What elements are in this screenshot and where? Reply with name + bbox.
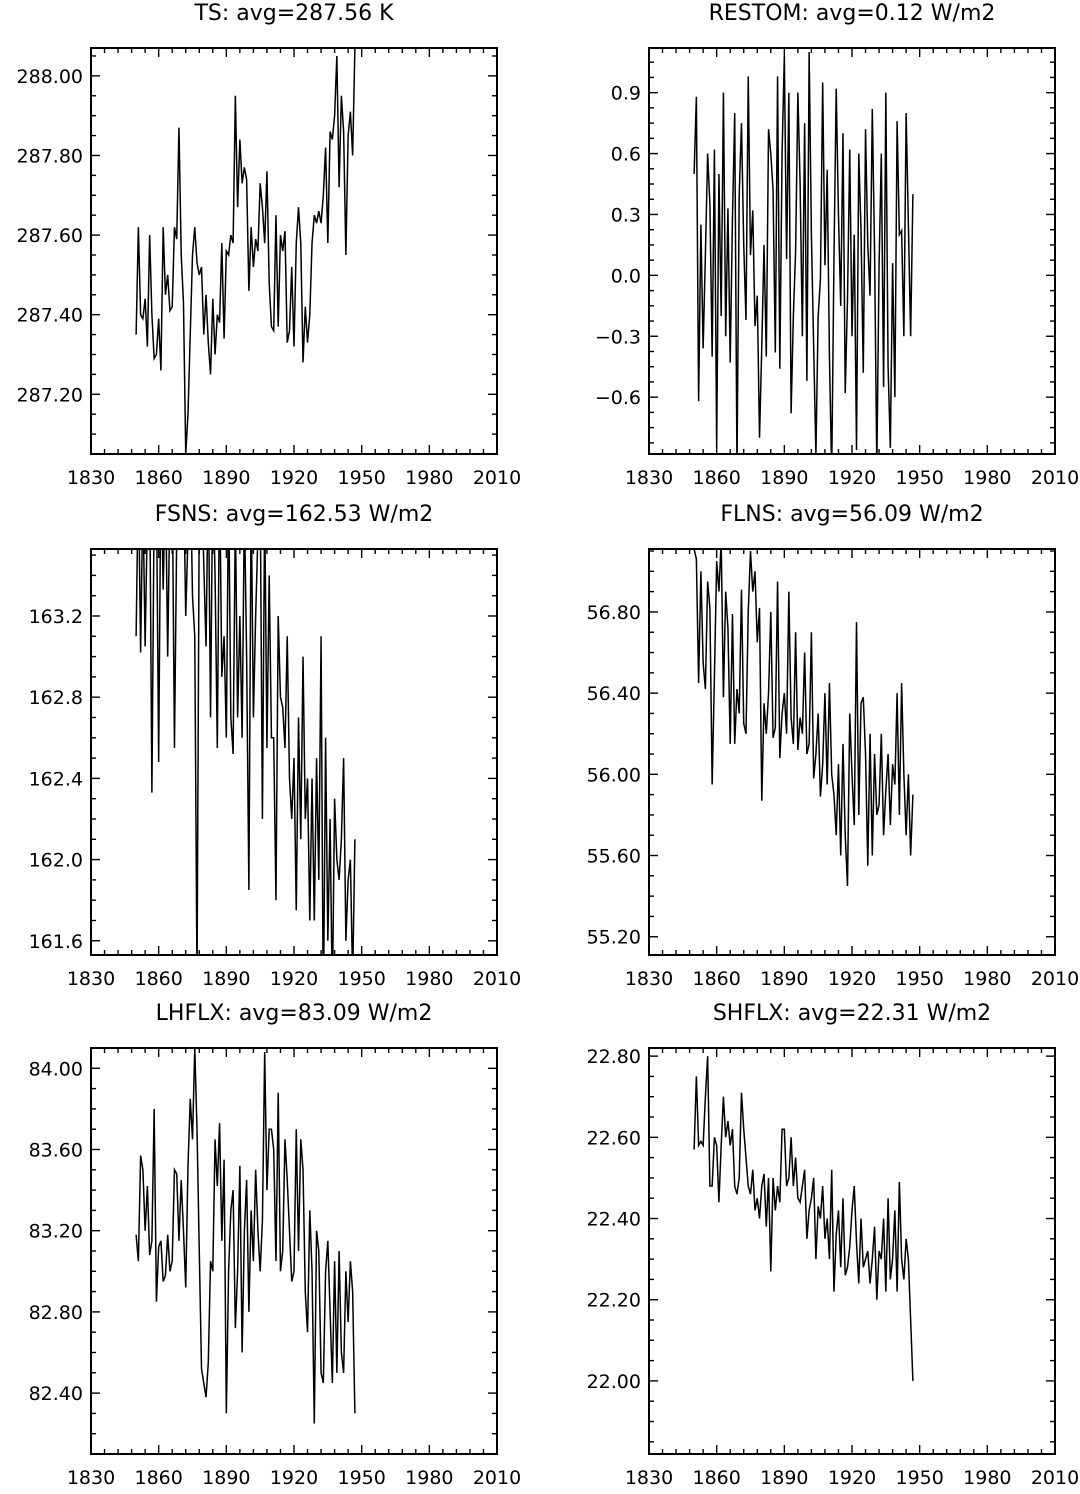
x-tick-label: 1890: [202, 968, 250, 990]
x-tick-label: 2010: [1031, 467, 1079, 489]
x-tick-label: 1950: [895, 1467, 943, 1489]
y-tick-label: 287.40: [17, 305, 83, 327]
panel-title: FLNS: avg=56.09 W/m2: [720, 502, 983, 527]
panel-title: TS: avg=287.56 K: [193, 1, 394, 26]
y-tick-label: 162.4: [29, 768, 83, 790]
x-tick-label: 1890: [760, 1467, 808, 1489]
plot-frame: [648, 47, 1056, 455]
x-tick-label: 1830: [625, 1467, 673, 1489]
y-tick-label: 83.60: [29, 1140, 83, 1162]
x-tick-label: 1920: [270, 1467, 318, 1489]
x-tick-label: 1890: [202, 1467, 250, 1489]
x-tick-label: 1830: [625, 968, 673, 990]
x-tick-label: 1920: [828, 467, 876, 489]
x-tick-label: 1950: [895, 968, 943, 990]
y-tick-label: 288.00: [17, 66, 83, 88]
panel-5: LHFLX: avg=83.09 W/m2 1830 1860 1890 1920 195…: [29, 1001, 522, 1489]
plot-frame: [648, 1047, 1056, 1455]
y-tick-label: 0.0: [611, 265, 641, 287]
x-tick-label: 1980: [963, 1467, 1011, 1489]
panel-title: LHFLX: avg=83.09 W/m2: [156, 1001, 433, 1026]
panel-6: SHFLX: avg=22.31 W/m2 1830 1860 1890 1920 195…: [587, 1001, 1080, 1489]
series-line: [693, 52, 914, 454]
x-tick-label: 1860: [692, 1467, 740, 1489]
panel-4: FLNS: avg=56.09 W/m2 1830 1860 1890 1920 1950…: [587, 502, 1080, 990]
x-tick-label: 2010: [1031, 968, 1079, 990]
x-tick-label: 1920: [270, 467, 318, 489]
y-tick-label: 161.6: [29, 931, 83, 953]
panel-1: TS: avg=287.56 K 1830 1860 1890 1920 1950 1980…: [17, 1, 522, 489]
plot-frame: [90, 47, 498, 455]
x-tick-label: 1890: [760, 968, 808, 990]
y-tick-label: 22.80: [587, 1046, 641, 1068]
y-tick-label: 287.20: [17, 384, 83, 406]
y-tick-label: 82.80: [29, 1302, 83, 1324]
x-tick-label: 1950: [337, 968, 385, 990]
series-line: [693, 549, 914, 887]
series-line: [693, 1056, 914, 1381]
y-tick-label: 0.9: [611, 83, 641, 105]
x-tick-label: 1980: [963, 968, 1011, 990]
x-tick-label: 1830: [625, 467, 673, 489]
y-tick-label: 22.00: [587, 1371, 641, 1393]
x-tick-label: 2010: [473, 467, 521, 489]
y-tick-label: 22.40: [587, 1209, 641, 1231]
panel-title: SHFLX: avg=22.31 W/m2: [713, 1001, 991, 1026]
y-tick-label: 56.80: [587, 602, 641, 624]
panel-3: FSNS: avg=162.53 W/m2 1830 1860 1890 1920 195…: [29, 502, 522, 990]
y-tick-label: 162.0: [29, 850, 83, 872]
x-tick-label: 1920: [270, 968, 318, 990]
x-tick-label: 2010: [473, 1467, 521, 1489]
x-tick-label: 1860: [134, 467, 182, 489]
y-tick-label: −0.3: [595, 326, 641, 348]
x-tick-label: 1980: [405, 467, 453, 489]
x-tick-label: 1920: [828, 968, 876, 990]
y-tick-label: 56.40: [587, 683, 641, 705]
x-tick-label: 1950: [895, 467, 943, 489]
panel-2: RESTOM: avg=0.12 W/m2 1830 1860 1890 1920 195…: [595, 1, 1079, 489]
panel-title: RESTOM: avg=0.12 W/m2: [709, 1, 996, 26]
x-tick-label: 1980: [405, 968, 453, 990]
y-tick-label: 0.6: [611, 144, 641, 166]
x-tick-label: 2010: [1031, 1467, 1079, 1489]
y-tick-label: 56.00: [587, 764, 641, 786]
y-tick-label: 84.00: [29, 1058, 83, 1080]
y-tick-label: −0.6: [595, 387, 641, 409]
series-line: [135, 48, 356, 454]
y-tick-label: 0.3: [611, 204, 641, 226]
x-tick-label: 1860: [134, 968, 182, 990]
y-tick-label: 287.80: [17, 145, 83, 167]
y-tick-label: 82.40: [29, 1383, 83, 1405]
series-line: [135, 1048, 356, 1424]
series-line: [135, 549, 356, 955]
x-tick-label: 1890: [760, 467, 808, 489]
y-tick-label: 55.20: [587, 927, 641, 949]
x-tick-label: 1860: [134, 1467, 182, 1489]
plot-frame: [90, 548, 498, 956]
x-tick-label: 1860: [692, 968, 740, 990]
y-tick-label: 55.60: [587, 846, 641, 868]
x-tick-label: 1860: [692, 467, 740, 489]
plot-frame: [90, 1047, 498, 1455]
y-tick-label: 83.20: [29, 1221, 83, 1243]
y-tick-label: 287.60: [17, 225, 83, 247]
x-tick-label: 1830: [67, 968, 115, 990]
x-tick-label: 2010: [473, 968, 521, 990]
x-tick-label: 1980: [405, 1467, 453, 1489]
plot-frame: [648, 548, 1056, 956]
x-tick-label: 1950: [337, 467, 385, 489]
y-tick-label: 22.20: [587, 1290, 641, 1312]
x-tick-label: 1950: [337, 1467, 385, 1489]
y-tick-label: 22.60: [587, 1127, 641, 1149]
x-tick-label: 1920: [828, 1467, 876, 1489]
y-tick-label: 162.8: [29, 687, 83, 709]
panel-title: FSNS: avg=162.53 W/m2: [155, 502, 434, 527]
x-tick-label: 1830: [67, 467, 115, 489]
x-tick-label: 1890: [202, 467, 250, 489]
x-tick-label: 1830: [67, 1467, 115, 1489]
x-tick-label: 1980: [963, 467, 1011, 489]
y-tick-label: 163.2: [29, 606, 83, 628]
